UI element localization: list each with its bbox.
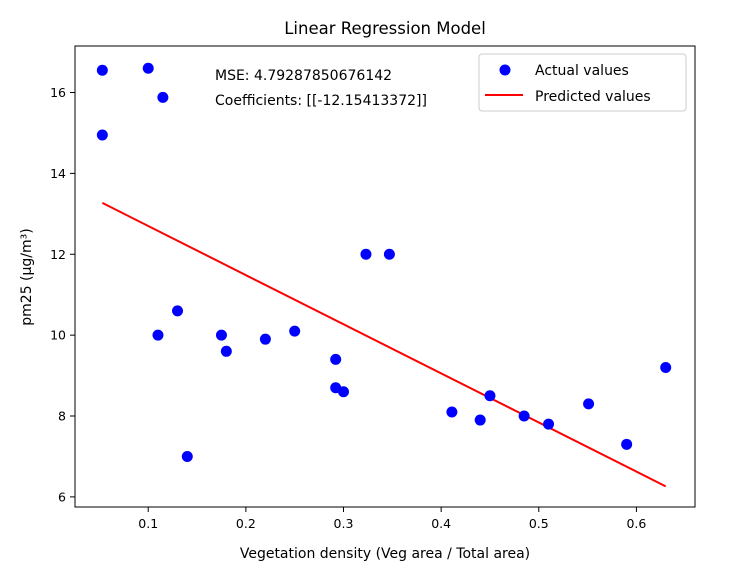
x-tick-label: 0.5 bbox=[529, 516, 549, 531]
chart-title: Linear Regression Model bbox=[284, 19, 486, 38]
data-point bbox=[220, 345, 232, 357]
y-tick-label: 16 bbox=[50, 85, 66, 100]
y-tick-label: 6 bbox=[58, 489, 66, 504]
y-axis-label: pm25 (µg/m³) bbox=[19, 228, 35, 325]
plot-area bbox=[74, 45, 696, 508]
data-point bbox=[215, 329, 227, 341]
legend-label-actual: Actual values bbox=[535, 63, 629, 79]
plot-frame bbox=[74, 45, 696, 508]
data-point bbox=[96, 129, 108, 141]
data-point bbox=[259, 333, 271, 345]
data-point bbox=[583, 398, 595, 410]
data-point bbox=[330, 353, 342, 365]
legend-marker-actual bbox=[499, 64, 511, 76]
y-axis-ticks: 6 8 10 12 14 16 bbox=[50, 85, 75, 504]
regression-line bbox=[101, 202, 667, 488]
x-tick-label: 0.1 bbox=[138, 516, 158, 531]
data-point bbox=[172, 305, 184, 317]
mse-annotation: MSE: 4.79287850676142 bbox=[215, 68, 392, 84]
data-point bbox=[484, 390, 496, 402]
data-point bbox=[446, 406, 458, 418]
data-point bbox=[621, 438, 633, 450]
data-point bbox=[142, 62, 154, 74]
y-tick-label: 10 bbox=[50, 328, 66, 343]
data-point bbox=[660, 361, 672, 373]
data-point bbox=[152, 329, 164, 341]
data-point bbox=[338, 386, 350, 398]
scatter-points-layer bbox=[96, 62, 672, 462]
data-point bbox=[96, 64, 108, 76]
x-tick-label: 0.6 bbox=[626, 516, 646, 531]
data-point bbox=[543, 418, 555, 430]
x-axis-label: Vegetation density (Veg area / Total are… bbox=[240, 546, 530, 562]
data-point bbox=[383, 248, 395, 260]
regression-line-layer bbox=[101, 202, 667, 488]
x-tick-label: 0.3 bbox=[334, 516, 354, 531]
y-tick-label: 14 bbox=[50, 166, 66, 181]
legend: Actual values Predicted values bbox=[478, 53, 687, 112]
data-point bbox=[518, 410, 530, 422]
y-tick-label: 8 bbox=[58, 409, 66, 424]
x-tick-label: 0.4 bbox=[431, 516, 451, 531]
x-axis-ticks: 0.1 0.2 0.3 0.4 0.5 0.6 bbox=[138, 507, 646, 531]
legend-label-predicted: Predicted values bbox=[535, 89, 651, 105]
x-tick-label: 0.2 bbox=[236, 516, 256, 531]
legend-box bbox=[478, 53, 687, 112]
data-point bbox=[474, 414, 486, 426]
y-tick-label: 12 bbox=[50, 247, 66, 262]
data-point bbox=[181, 450, 193, 462]
coefficients-annotation: Coefficients: [[-12.15413372]] bbox=[215, 93, 427, 109]
data-point bbox=[360, 248, 372, 260]
data-point bbox=[157, 91, 169, 103]
data-point bbox=[289, 325, 301, 337]
